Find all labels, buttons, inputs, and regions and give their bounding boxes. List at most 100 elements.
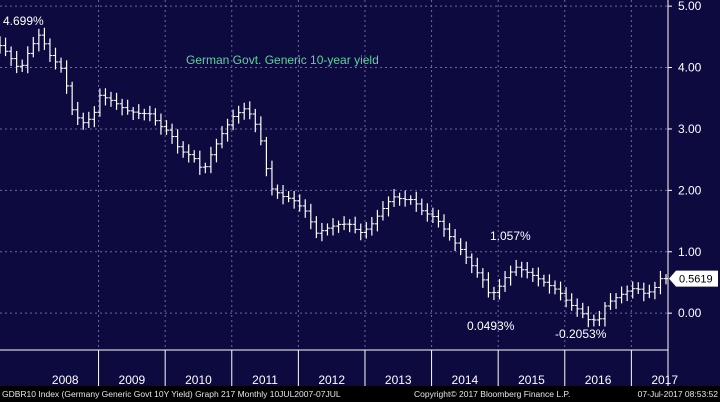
ohlc-bar <box>508 265 514 286</box>
ohlc-bar <box>252 108 258 133</box>
ohlc-bar <box>258 116 264 146</box>
ohlc-bar <box>558 281 564 301</box>
ohlc-bar <box>552 280 558 295</box>
ohlc-bar <box>347 219 353 233</box>
ohlc-bar <box>3 37 9 57</box>
ohlc-bar <box>280 185 286 205</box>
ohlc-bar <box>36 28 42 52</box>
ohlc-bar <box>419 198 425 216</box>
ohlc-bar <box>541 274 547 287</box>
ohlc-bar <box>402 190 408 207</box>
ohlc-bar <box>563 287 569 308</box>
chart-title: German Govt. Generic 10-year yield <box>186 53 379 67</box>
ohlc-bar <box>447 223 453 241</box>
ohlc-bar <box>363 222 369 239</box>
ohlc-bar <box>19 59 25 73</box>
ohlc-bar <box>397 192 403 206</box>
x-tick-label: 2015 <box>518 373 545 386</box>
ohlc-bar <box>14 50 20 74</box>
ohlc-bar <box>230 109 236 131</box>
ohlc-bar <box>247 101 253 120</box>
ohlc-bar <box>502 271 508 292</box>
ohlc-bar <box>219 126 225 149</box>
ohlc-bar <box>452 229 458 251</box>
annotation-label: 1.057% <box>490 229 531 243</box>
ohlc-bar <box>186 144 192 163</box>
ohlc-bar <box>585 306 591 328</box>
ohlc-bar <box>435 209 441 228</box>
x-tick-label: 2011 <box>252 373 278 386</box>
ohlc-bar <box>80 112 86 130</box>
ohlc-bar <box>386 196 392 217</box>
ohlc-bar <box>602 302 608 327</box>
ohlc-bar <box>30 36 36 58</box>
ohlc-bar <box>191 150 197 163</box>
annotation-label: 0.0493% <box>467 319 515 333</box>
ohlc-bar <box>75 101 81 126</box>
last-value-marker <box>669 270 718 287</box>
ohlc-bar <box>491 286 497 301</box>
ohlc-bar <box>480 268 486 288</box>
ohlc-bar <box>41 27 47 50</box>
ohlc-bar <box>208 146 214 174</box>
ohlc-bar <box>619 286 625 304</box>
ohlc-bar <box>652 281 658 300</box>
annotation-label: -0.2053% <box>555 327 607 341</box>
ohlc-bar <box>474 257 480 278</box>
y-tick-label: 3.00 <box>678 122 702 136</box>
ohlc-bar <box>513 259 519 276</box>
x-tick-label: 2010 <box>185 373 212 386</box>
ohlc-bar <box>197 150 203 175</box>
last-value-label: 0.5619 <box>679 274 713 286</box>
ohlc-bar <box>313 216 319 239</box>
ohlc-bar <box>358 223 364 241</box>
ohlc-bar <box>319 222 325 242</box>
ohlc-bar <box>241 102 247 120</box>
ohlc-bar <box>530 267 536 282</box>
ohlc-bar <box>108 91 114 107</box>
ohlc-bar <box>213 138 219 163</box>
ohlc-bar <box>324 223 330 236</box>
ohlc-bar <box>97 88 103 117</box>
ohlc-bar <box>341 216 347 231</box>
x-tick-label: 2014 <box>452 373 479 386</box>
ohlc-bar <box>136 104 142 120</box>
x-tick-label: 2012 <box>318 373 345 386</box>
ohlc-bar <box>114 92 120 110</box>
grid-lines <box>0 0 668 350</box>
ohlc-bar <box>330 218 336 236</box>
ohlc-bar <box>535 267 541 287</box>
ohlc-bar <box>369 217 375 236</box>
annotation-label: 4.699% <box>3 14 44 28</box>
footer-copyright: Copyright© 2017 Bloomberg Finance L.P. <box>414 389 571 399</box>
x-tick-label: 2017 <box>651 373 678 386</box>
ohlc-bar <box>0 36 3 54</box>
ohlc-bar <box>646 284 652 299</box>
ohlc-bar <box>91 106 97 128</box>
ohlc-bar <box>524 261 530 279</box>
ohlc-bar <box>125 99 131 115</box>
ohlc-bar <box>175 129 181 154</box>
ohlc-bar <box>302 199 308 218</box>
ohlc-bar <box>275 184 281 199</box>
ohlc-bar <box>613 293 619 309</box>
y-tick-label: 2.00 <box>678 183 702 197</box>
y-axis: 5.00 4.00 3.00 2.00 1.00 0.00 0.5619 <box>667 0 718 386</box>
ohlc-bar <box>352 216 358 234</box>
ohlc-bar <box>485 272 491 298</box>
ohlc-bar <box>413 191 419 212</box>
x-tick-label: 2016 <box>585 373 612 386</box>
ohlc-bar <box>657 270 663 295</box>
ohlc-bar <box>463 241 469 265</box>
ohlc-bar <box>86 111 92 128</box>
yield-chart: German Govt. Generic 10-year yield 4.699… <box>0 0 720 386</box>
x-tick-label: 2008 <box>52 373 79 386</box>
ohlc-bar <box>469 253 475 274</box>
ohlc-bar <box>141 108 147 121</box>
ohlc-bar <box>596 310 602 327</box>
ohlc-bar <box>308 203 314 230</box>
footer: GDBR10 Index (Germany Generic Govt 10Y Y… <box>0 386 720 402</box>
y-tick-label: 0.00 <box>678 306 702 320</box>
ohlc-bar <box>164 120 170 135</box>
ohlc-bar <box>458 238 464 256</box>
